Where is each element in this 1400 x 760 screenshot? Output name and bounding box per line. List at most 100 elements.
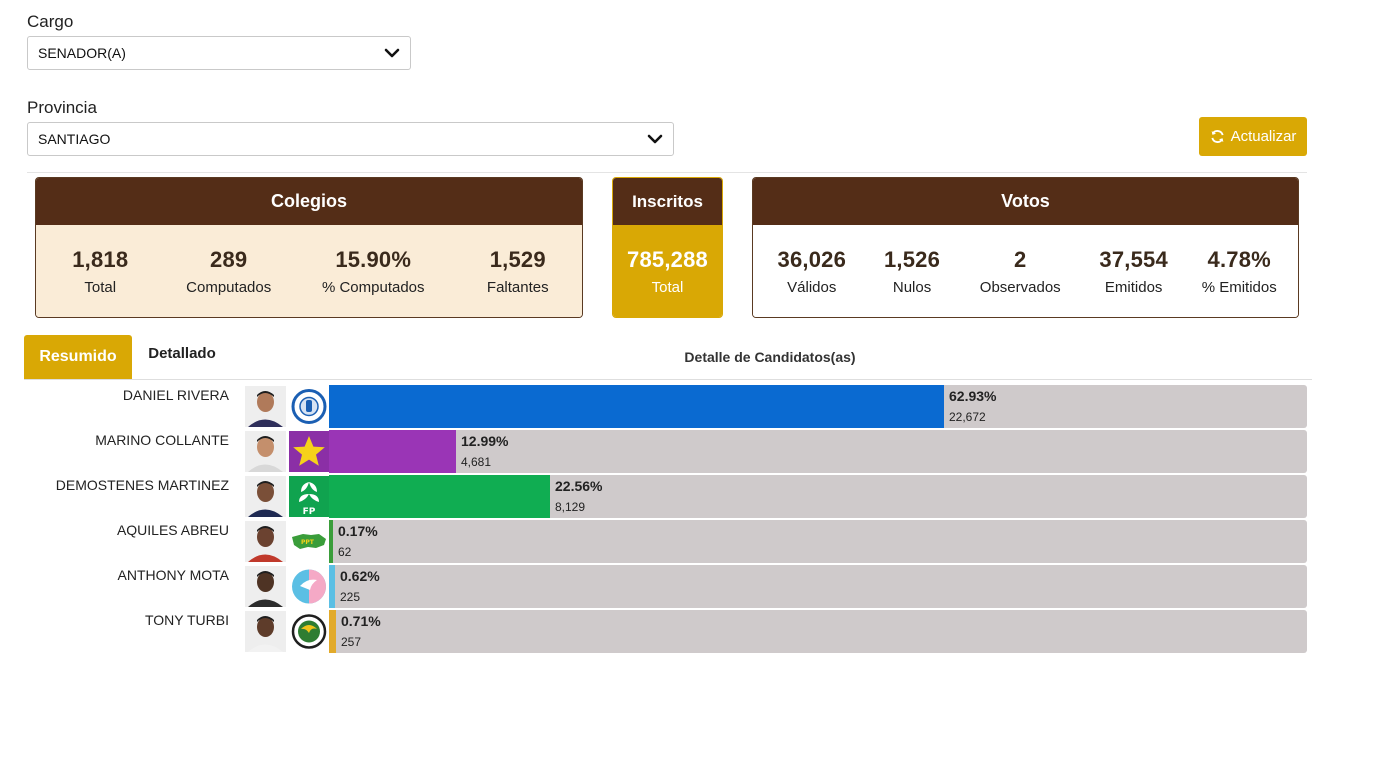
votos-card: Votos 36,026 Válidos 1,526 Nulos 2 Obser… — [752, 177, 1299, 318]
candidate-percent: 12.99% — [461, 433, 509, 449]
stat-votos-observados: 2 Observados — [960, 247, 1081, 296]
tab-detallado[interactable]: Detallado — [148, 344, 216, 362]
candidate-row: ANTHONY MOTA 0.62% 225 — [24, 565, 1307, 608]
stat-label: % Computados — [321, 279, 425, 296]
cargo-select[interactable]: SENADOR(A) — [27, 36, 411, 70]
stat-votos-validos: 36,026 Válidos — [759, 247, 865, 296]
candidate-name: MARINO COLLANTE — [95, 432, 229, 448]
vote-bar-text: 12.99% 4,681 — [461, 433, 508, 469]
vote-bar-fill — [329, 475, 550, 518]
stat-inscritos-total: 785,288 Total — [613, 247, 722, 296]
colegios-title: Colegios — [36, 178, 582, 225]
stat-label: Válidos — [787, 279, 837, 296]
vote-bar-text: 22.56% 8,129 — [555, 478, 602, 514]
candidate-percent: 22.56% — [555, 478, 603, 494]
colegios-card: Colegios 1,818 Total 289 Computados 15.9… — [35, 177, 583, 318]
stat-label: Nulos — [892, 279, 932, 296]
candidate-votes: 62 — [338, 545, 352, 559]
candidate-photo — [245, 566, 286, 607]
candidate-row: AQUILES ABREU PPT 0.17% 62 — [24, 520, 1307, 563]
svg-text:FP: FP — [303, 507, 316, 517]
vote-bar-text: 0.71% 257 — [341, 613, 381, 649]
vote-bar-track: 0.17% 62 — [329, 520, 1307, 563]
colegios-stats: 1,818 Total 289 Computados 15.90% % Comp… — [36, 225, 582, 317]
ppt-map-logo-icon: PPT — [289, 521, 329, 562]
stat-value: 1,529 — [489, 247, 546, 272]
votos-stats: 36,026 Válidos 1,526 Nulos 2 Observados … — [753, 225, 1298, 317]
candidate-row: TONY TURBI 0.71% 257 — [24, 610, 1307, 653]
svg-text:PPT: PPT — [301, 539, 315, 546]
candidate-votes: 22,672 — [949, 410, 986, 424]
provincia-select[interactable]: SANTIAGO — [27, 122, 674, 156]
stat-value: 36,026 — [777, 247, 847, 272]
stat-label: Total — [84, 279, 117, 296]
stat-value: 15.90% — [335, 247, 412, 272]
stat-label: % Emitidos — [1201, 279, 1277, 296]
stat-value: 785,288 — [627, 247, 708, 272]
vote-bar-track: 62.93% 22,672 — [329, 385, 1307, 428]
actualizar-button-label: Actualizar — [1230, 128, 1297, 145]
stat-label: Faltantes — [486, 279, 549, 296]
candidate-votes: 8,129 — [555, 500, 586, 514]
stat-value: 289 — [210, 247, 248, 272]
tab-resumido[interactable]: Resumido — [24, 335, 132, 379]
stat-votos-pct-emitidos: 4.78% % Emitidos — [1186, 247, 1292, 296]
refresh-icon — [1210, 130, 1224, 143]
vote-bar-fill — [329, 430, 456, 473]
candidate-percent: 62.93% — [949, 388, 997, 404]
actualizar-button[interactable]: Actualizar — [1199, 117, 1307, 156]
candidate-photo — [245, 521, 286, 562]
candidate-name: AQUILES ABREU — [116, 522, 229, 538]
candidate-votes: 257 — [341, 635, 362, 649]
vote-bar-text: 0.62% 225 — [340, 568, 380, 604]
candidate-row: DANIEL RIVERA 62.93% 22,672 — [24, 385, 1307, 428]
candidate-percent: 0.62% — [340, 568, 380, 584]
divider — [27, 172, 1307, 173]
candidate-votes: 225 — [340, 590, 361, 604]
stat-label: Observados — [979, 279, 1061, 296]
candidate-row: DEMOSTENES MARTINEZ FP 22.56% 8,129 — [24, 475, 1307, 518]
vote-bar-track: 12.99% 4,681 — [329, 430, 1307, 473]
inscritos-card: Inscritos 785,288 Total — [612, 177, 723, 318]
vote-bar-fill — [329, 385, 944, 428]
candidate-photo — [245, 476, 286, 517]
stat-value: 4.78% — [1207, 247, 1271, 272]
candidate-votes: 4,681 — [461, 455, 492, 469]
candidate-photo — [245, 431, 286, 472]
vote-bar-track: 0.62% 225 — [329, 565, 1307, 608]
candidate-name: DEMOSTENES MARTINEZ — [55, 477, 229, 493]
chevron-down-icon — [647, 134, 663, 144]
stat-value: 1,526 — [884, 247, 941, 272]
stat-value: 2 — [1014, 247, 1027, 272]
vote-bar-text: 0.17% 62 — [338, 523, 378, 559]
tab-underline — [24, 379, 1312, 380]
prm-party-logo-icon — [289, 386, 329, 427]
vote-bar-fill — [329, 610, 336, 653]
candidate-photo — [245, 611, 286, 652]
fp-party-logo-icon: FP — [289, 476, 329, 517]
stat-value: 1,818 — [72, 247, 129, 272]
provincia-label: Provincia — [27, 98, 97, 117]
vote-bar-track: 0.71% 257 — [329, 610, 1307, 653]
chevron-down-icon — [384, 48, 400, 58]
candidate-row: MARINO COLLANTE 12.99% 4,681 — [24, 430, 1307, 473]
cargo-label: Cargo — [27, 12, 74, 31]
candidate-name: DANIEL RIVERA — [122, 387, 229, 403]
dove-circle-logo-icon — [289, 566, 329, 607]
vote-bar-track: 22.56% 8,129 — [329, 475, 1307, 518]
detail-title: Detalle de Candidatos(as) — [684, 349, 856, 365]
votos-title: Votos — [753, 178, 1298, 225]
vote-bar-text: 62.93% 22,672 — [949, 388, 996, 424]
inscritos-title: Inscritos — [613, 178, 722, 225]
globe-circle-logo-icon — [289, 611, 329, 652]
vote-bar-fill — [329, 520, 333, 563]
stat-colegios-pct-computados: 15.90% % Computados — [293, 247, 454, 296]
cargo-select-value: SENADOR(A) — [38, 45, 126, 61]
candidate-name: ANTHONY MOTA — [117, 567, 230, 583]
pld-star-logo-icon — [289, 431, 329, 472]
candidate-name: TONY TURBI — [144, 612, 229, 628]
stat-value: 37,554 — [1099, 247, 1168, 272]
stat-colegios-faltantes: 1,529 Faltantes — [454, 247, 582, 296]
provincia-select-value: SANTIAGO — [38, 131, 111, 147]
stat-label: Computados — [186, 279, 272, 296]
